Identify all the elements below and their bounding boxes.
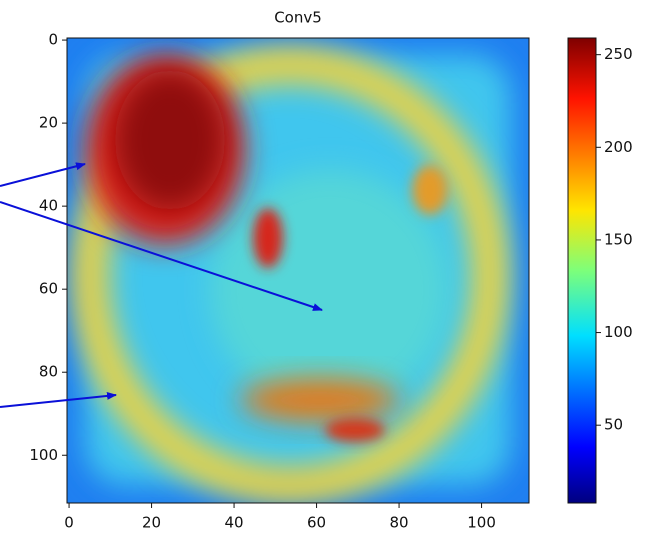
y-tick-label: 60 xyxy=(39,280,58,298)
x-tick-label: 80 xyxy=(390,514,409,532)
plot-frame xyxy=(66,37,530,504)
y-tick-label: 100 xyxy=(29,446,58,464)
colorbar xyxy=(567,37,597,504)
colorbar-tick-label: 200 xyxy=(604,138,633,156)
y-tick-label: 0 xyxy=(48,31,58,49)
x-tick-label: 100 xyxy=(467,514,496,532)
colorbar-tick-label: 250 xyxy=(604,45,633,63)
colorbar-tick-label: 150 xyxy=(604,230,633,248)
x-tick-label: 60 xyxy=(307,514,326,532)
heatmap-image xyxy=(67,38,529,503)
annotation-arrows xyxy=(0,162,323,408)
x-tick-label: 20 xyxy=(142,514,161,532)
colorbar-tick-label: 100 xyxy=(604,323,633,341)
colorbar-tick-label: 50 xyxy=(604,416,623,434)
y-tick-label: 40 xyxy=(39,197,58,215)
x-tick-label: 40 xyxy=(225,514,244,532)
x-tick-label: 0 xyxy=(64,514,74,532)
y-tick-label: 80 xyxy=(39,363,58,381)
y-tick-label: 20 xyxy=(39,114,58,132)
chart-title: Conv5 xyxy=(274,9,322,27)
